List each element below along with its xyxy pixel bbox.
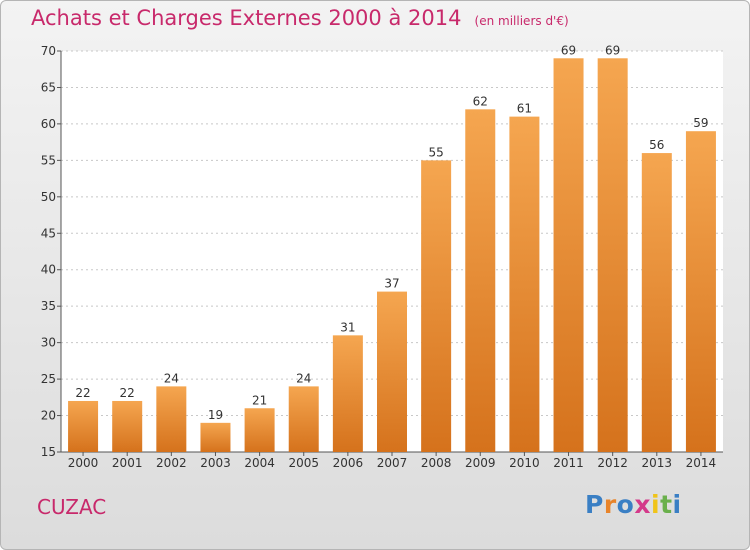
bar-2011	[553, 58, 584, 453]
data-label-2013: 56	[649, 138, 664, 152]
x-tick-label-2012: 2012	[597, 456, 628, 470]
data-label-2008: 55	[428, 145, 443, 159]
x-tick-label-2010: 2010	[509, 456, 540, 470]
data-label-2004: 21	[252, 393, 267, 407]
data-label-2000: 22	[75, 386, 90, 400]
logo-letter: o	[616, 490, 635, 519]
y-tick-label: 15	[41, 445, 56, 459]
x-tick-label-2009: 2009	[465, 456, 496, 470]
x-tick-label-2003: 2003	[200, 456, 231, 470]
y-tick-label: 50	[41, 190, 56, 204]
data-label-2006: 31	[340, 320, 355, 334]
y-tick-label: 60	[41, 117, 56, 131]
x-tick-label-2002: 2002	[156, 456, 187, 470]
chart-subtitle: (en milliers d'€)	[474, 14, 569, 28]
data-label-2012: 69	[605, 43, 620, 57]
x-tick-label-2013: 2013	[642, 456, 673, 470]
y-tick-label: 30	[41, 336, 56, 350]
bar-2004	[244, 408, 275, 452]
chart-title: Achats et Charges Externes 2000 à 2014	[31, 6, 462, 30]
data-label-2001: 22	[120, 386, 135, 400]
bar-2010	[509, 116, 540, 453]
y-tick-label: 35	[41, 299, 56, 313]
y-tick-label: 45	[41, 226, 56, 240]
proxiti-logo: Proxiti	[585, 490, 682, 519]
x-tick-label-2005: 2005	[288, 456, 319, 470]
data-label-2003: 19	[208, 408, 223, 422]
x-tick-label-2006: 2006	[333, 456, 364, 470]
y-tick-label: 70	[41, 44, 56, 58]
data-label-2002: 24	[164, 371, 179, 385]
bar-2008	[421, 160, 452, 452]
bar-2002	[156, 386, 187, 452]
x-tick-label-2001: 2001	[112, 456, 143, 470]
bar-2000	[68, 400, 99, 452]
logo-letter: r	[603, 490, 617, 519]
bar-2006	[332, 335, 363, 452]
y-tick-label: 20	[41, 409, 56, 423]
logo-letter: P	[585, 490, 604, 519]
data-label-2011: 69	[561, 43, 576, 57]
x-tick-label-2007: 2007	[377, 456, 408, 470]
bar-2007	[377, 291, 407, 452]
town-name: CUZAC	[37, 495, 107, 519]
data-label-2014: 59	[693, 116, 708, 130]
bar-2003	[200, 422, 231, 452]
logo-letter: x	[634, 490, 651, 519]
x-tick-label-2008: 2008	[421, 456, 452, 470]
x-tick-label-2004: 2004	[244, 456, 275, 470]
y-tick-label: 25	[41, 372, 56, 386]
bar-2009	[465, 109, 496, 452]
bar-2012	[597, 58, 628, 453]
data-label-2007: 37	[384, 277, 399, 291]
x-tick-label-2014: 2014	[686, 456, 717, 470]
data-label-2009: 62	[473, 94, 488, 108]
bar-2005	[288, 386, 319, 452]
data-label-2010: 61	[517, 102, 532, 116]
x-tick-label-2011: 2011	[553, 456, 584, 470]
logo-letter: t	[660, 490, 673, 519]
title-row: Achats et Charges Externes 2000 à 2014 (…	[31, 6, 569, 30]
bar-2001	[112, 400, 143, 452]
y-tick-label: 40	[41, 263, 56, 277]
data-label-2005: 24	[296, 371, 311, 385]
y-tick-label: 55	[41, 153, 56, 167]
logo-letter: i	[651, 490, 661, 519]
bar-2013	[641, 153, 672, 452]
logo-letter: i	[672, 490, 682, 519]
bar-2014	[685, 131, 716, 452]
x-tick-label-2000: 2000	[68, 456, 99, 470]
y-tick-label: 65	[41, 80, 56, 94]
